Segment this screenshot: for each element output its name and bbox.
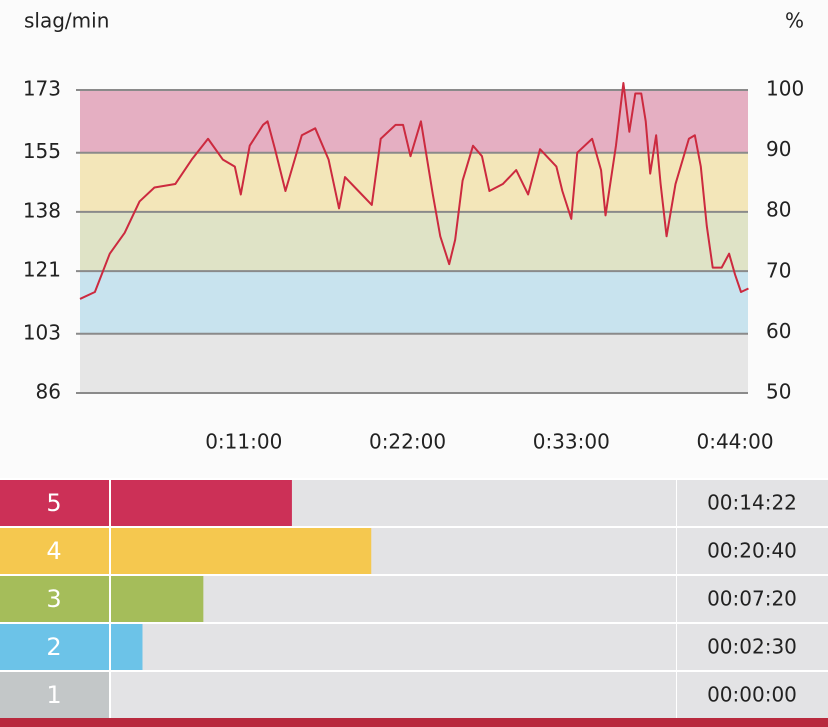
zone-label: 1 (46, 681, 61, 709)
y-tick-label: 121 (23, 258, 61, 282)
zone-time: 00:07:20 (707, 587, 797, 611)
zone-band (80, 152, 748, 212)
y2-axis-label: % (785, 9, 804, 33)
zone-label-cell (0, 576, 109, 622)
bottom-strip (0, 718, 828, 727)
y2-tick-label: 80 (766, 198, 791, 222)
y2-tick-label: 50 (766, 380, 791, 404)
y2-tick-label: 70 (766, 258, 791, 282)
x-tick-label: 0:11:00 (205, 430, 282, 454)
zone-band (80, 211, 748, 272)
x-tick-label: 0:33:00 (533, 430, 610, 454)
y-axis-label: slag/min (24, 9, 109, 33)
zone-bar (111, 528, 372, 574)
x-tick-label: 0:22:00 (369, 430, 446, 454)
bar-track (111, 624, 676, 670)
zone-bar (111, 576, 204, 622)
bar-track (111, 672, 676, 718)
zone-label-cell (0, 672, 109, 718)
zone-label: 3 (46, 585, 61, 613)
zone-label: 2 (46, 633, 61, 661)
y2-tick-label: 60 (766, 319, 791, 343)
bar-track (111, 576, 676, 622)
zone-band (80, 271, 748, 334)
zone-time: 00:14:22 (707, 491, 797, 515)
zone-band (80, 333, 748, 393)
time-cell (677, 576, 828, 622)
zone-label-cell (0, 528, 109, 574)
hr-line (79, 82, 749, 300)
time-cell (677, 528, 828, 574)
zone-time: 00:20:40 (707, 539, 797, 563)
y-tick-label: 173 (23, 77, 61, 101)
zone-label: 4 (46, 537, 61, 565)
zone-label-cell (0, 480, 109, 526)
zone-time: 00:00:00 (707, 683, 797, 707)
zone-bar (111, 480, 292, 526)
time-cell (677, 672, 828, 718)
y-tick-label: 86 (36, 380, 61, 404)
zone-bar (111, 624, 143, 670)
zone-label: 5 (46, 489, 61, 517)
y-tick-label: 103 (23, 320, 61, 344)
time-cell (677, 624, 828, 670)
y2-tick-label: 100 (766, 77, 804, 101)
y-tick-label: 155 (23, 139, 61, 163)
y-tick-label: 138 (23, 198, 61, 222)
x-tick-label: 0:44:00 (696, 430, 773, 454)
zone-time: 00:02:30 (707, 635, 797, 659)
y2-tick-label: 90 (766, 137, 791, 161)
time-cell (677, 480, 828, 526)
zone-label-cell (0, 624, 109, 670)
